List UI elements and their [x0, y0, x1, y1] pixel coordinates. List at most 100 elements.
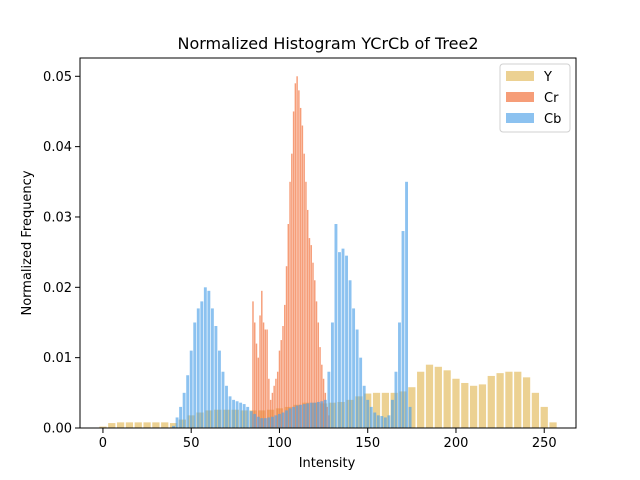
bar-cr-123 — [319, 347, 321, 428]
bar-cb-128 — [327, 371, 331, 428]
bar-cr-90 — [261, 290, 263, 428]
bar-cb-162 — [387, 415, 391, 428]
bar-y-250 — [540, 406, 548, 428]
bar-cr-113 — [301, 125, 304, 428]
bar-cb-62 — [210, 308, 214, 428]
bar-cb-78 — [239, 402, 243, 428]
bar-cb-56 — [200, 301, 204, 428]
bar-cr-103 — [284, 304, 286, 428]
bar-cb-152 — [369, 406, 373, 428]
bar-cb-164 — [390, 399, 394, 428]
bar-cb-96 — [270, 416, 274, 428]
bar-cr-102 — [282, 326, 284, 428]
bar-cb-144 — [355, 329, 359, 428]
bar-y-185 — [425, 364, 434, 428]
bar-y-190 — [434, 366, 442, 428]
x-axis: 0 50 100 150 200 250 — [99, 428, 557, 451]
bar-cb-148 — [362, 385, 366, 428]
bar-cb-146 — [359, 357, 363, 428]
bar-y-205 — [461, 382, 469, 428]
x-tick-label: 0 — [99, 436, 107, 451]
bar-cb-174 — [408, 406, 412, 428]
bar-cr-121 — [315, 301, 318, 428]
bar-cb-66 — [218, 350, 221, 428]
bar-y-10 — [116, 422, 125, 428]
bar-y-65 — [214, 409, 222, 428]
bar-y-160 — [381, 392, 389, 428]
bar-cb-142 — [352, 308, 356, 428]
bar-cb-168 — [398, 322, 401, 428]
bar-cr-118 — [310, 245, 312, 428]
bar-y-240 — [522, 377, 531, 428]
legend-swatch-y — [506, 71, 534, 81]
bar-cb-76 — [235, 401, 239, 428]
bar-cr-87 — [255, 343, 258, 428]
bar-y-175 — [408, 387, 416, 428]
bar-y-40 — [169, 423, 178, 428]
bar-y-30 — [152, 422, 160, 428]
bar-cb-130 — [330, 322, 334, 428]
bar-cr-99 — [276, 371, 279, 428]
bar-cb-138 — [345, 255, 348, 428]
y-tick-label: 0.04 — [43, 140, 72, 155]
bar-cb-112 — [299, 404, 303, 428]
bar-y-220 — [487, 375, 495, 428]
bar-cr-117 — [308, 238, 311, 428]
bar-cb-118 — [309, 402, 313, 428]
bar-cr-100 — [278, 350, 281, 428]
y-tick-label: 0.02 — [43, 281, 72, 296]
bar-cb-48 — [186, 375, 190, 428]
bar-y-195 — [443, 370, 451, 428]
bar-cr-94 — [268, 378, 270, 428]
bar-cb-52 — [193, 322, 197, 428]
bar-cr-112 — [299, 107, 302, 428]
bar-cb-172 — [405, 181, 408, 428]
bar-cr-92 — [264, 329, 267, 428]
bar-cr-125 — [322, 378, 325, 428]
bar-y-20 — [134, 422, 142, 428]
bar-y-5 — [108, 423, 116, 428]
bar-cb-42 — [175, 417, 179, 428]
bar-cb-88 — [256, 416, 260, 428]
x-tick-label: 150 — [355, 436, 380, 451]
bar-y-210 — [470, 385, 478, 428]
bar-y-15 — [125, 422, 134, 428]
bar-y-245 — [531, 392, 540, 428]
bar-cr-111 — [298, 90, 300, 429]
y-axis: 0.00 0.01 0.02 0.03 0.04 0.05 — [43, 70, 80, 437]
bar-cr-91 — [262, 322, 265, 428]
bar-y-75 — [231, 409, 239, 428]
bar-cb-120 — [313, 402, 317, 428]
bar-cb-84 — [249, 411, 253, 428]
y-tick-label: 0.01 — [43, 351, 72, 366]
y-tick-label: 0.05 — [43, 70, 72, 85]
bar-cr-86 — [254, 322, 256, 428]
legend-swatch-cr — [506, 92, 534, 102]
bar-cb-90 — [260, 418, 264, 428]
bar-cb-166 — [394, 371, 398, 428]
bar-cb-132 — [334, 224, 338, 428]
bar-cb-134 — [338, 252, 341, 428]
bar-cr-97 — [273, 385, 275, 428]
plot-frame — [79, 57, 577, 429]
bar-cb-170 — [401, 231, 405, 428]
bar-cr-88 — [257, 357, 259, 428]
bar-cb-114 — [302, 404, 306, 428]
bar-y-180 — [417, 371, 425, 428]
bar-cr-106 — [289, 181, 291, 428]
x-tick-label: 100 — [267, 436, 292, 451]
bar-y-215 — [478, 384, 487, 428]
bar-cb-80 — [242, 404, 246, 428]
bar-cb-50 — [189, 350, 193, 428]
bar-cr-110 — [296, 76, 298, 428]
bar-cb-104 — [285, 410, 288, 428]
bar-y-35 — [161, 422, 169, 428]
bar-y-135 — [337, 401, 345, 428]
bar-cr-127 — [326, 406, 328, 428]
bar-cb-108 — [292, 406, 296, 428]
bar-cb-54 — [196, 308, 200, 428]
x-tick-label: 200 — [444, 436, 469, 451]
legend-swatch-cb — [506, 113, 534, 123]
legend-label-cr: Cr — [544, 91, 559, 106]
